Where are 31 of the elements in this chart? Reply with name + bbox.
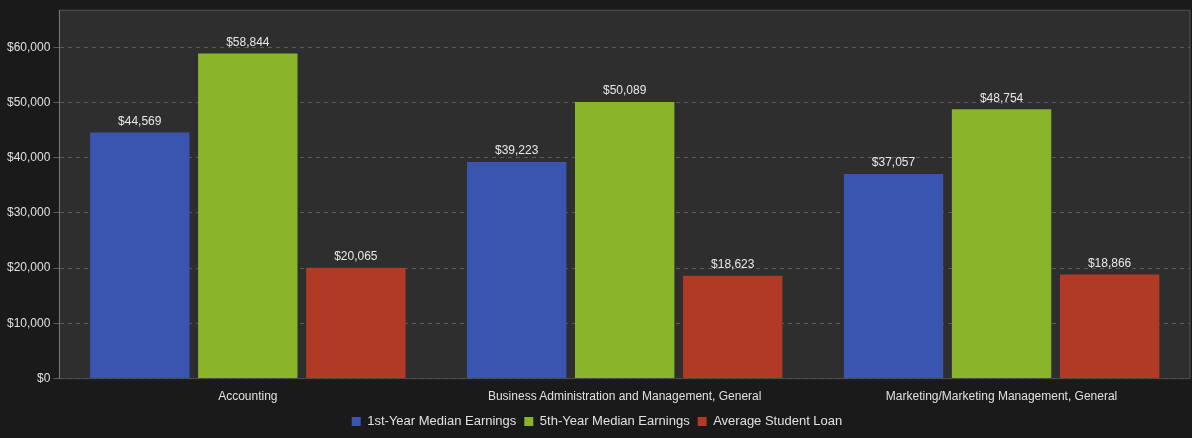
bar bbox=[574, 101, 675, 379]
y-tick-label: $40,000 bbox=[6, 149, 51, 164]
bar bbox=[683, 275, 783, 379]
y-tick-label: $60,000 bbox=[6, 39, 51, 54]
data-label: $50,089 bbox=[602, 83, 647, 98]
data-label: $58,844 bbox=[226, 34, 270, 49]
bar bbox=[198, 53, 298, 379]
data-label: $39,223 bbox=[494, 143, 539, 158]
y-tick-label: $0 bbox=[37, 370, 51, 385]
bar bbox=[843, 173, 944, 379]
y-tick-label: $50,000 bbox=[6, 94, 51, 109]
y-tick-label: $10,000 bbox=[6, 315, 51, 330]
legend-label: 1st-Year Median Earnings bbox=[367, 413, 517, 429]
x-tick-label: Marketing/Marketing Management, General bbox=[885, 389, 1118, 404]
bar bbox=[466, 161, 567, 379]
legend-label: 5th-Year Median Earnings bbox=[539, 413, 691, 429]
bar bbox=[1059, 274, 1160, 379]
bar bbox=[90, 132, 190, 379]
data-label: $18,866 bbox=[1087, 255, 1132, 270]
legend-label: Average Student Loan bbox=[713, 413, 843, 429]
x-tick-label: Accounting bbox=[218, 389, 278, 404]
data-label: $44,569 bbox=[118, 113, 162, 128]
x-tick-label: Business Administration and Management, General bbox=[487, 389, 762, 404]
data-label: $37,057 bbox=[871, 155, 916, 170]
y-tick-label: $20,000 bbox=[6, 260, 51, 275]
y-tick-label: $30,000 bbox=[6, 205, 51, 220]
data-label: $48,754 bbox=[979, 90, 1024, 105]
data-label: $18,623 bbox=[711, 257, 755, 272]
bar bbox=[951, 109, 1052, 379]
data-label: $20,065 bbox=[334, 249, 378, 264]
bar bbox=[306, 267, 406, 379]
